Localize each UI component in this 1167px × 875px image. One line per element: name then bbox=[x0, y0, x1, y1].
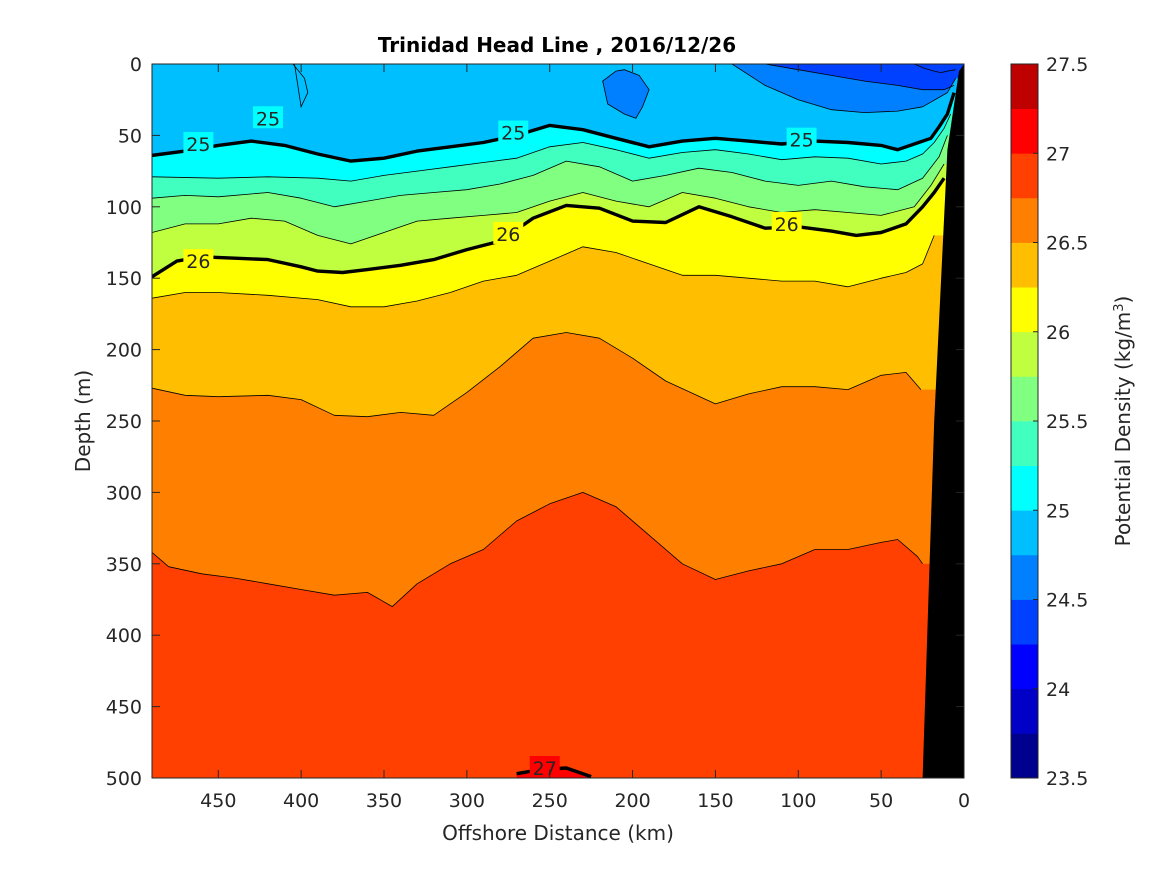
x-tick-label: 150 bbox=[697, 790, 733, 812]
colorbar-swatch bbox=[1011, 421, 1038, 467]
contour-label-bg bbox=[183, 249, 214, 272]
colorbar: 23.5 24 24.5 25 25.5 26 26.5 27 27.5 bbox=[1010, 54, 1088, 790]
y-tick-label: 400 bbox=[106, 625, 142, 647]
x-tick-label: 450 bbox=[200, 790, 236, 812]
contour-label-bg bbox=[183, 131, 214, 154]
colorbar-swatch bbox=[1011, 554, 1038, 600]
colorbar-tick-label: 26.5 bbox=[1046, 233, 1088, 255]
colorbar-swatch bbox=[1011, 376, 1038, 422]
colorbar-swatch bbox=[1011, 153, 1038, 199]
contour-label: 25 bbox=[256, 108, 280, 130]
colorbar-swatch bbox=[1011, 197, 1038, 243]
colorbar-label-exponent: 3 bbox=[1112, 303, 1127, 311]
x-axis-label: Offshore Distance (km) bbox=[442, 821, 674, 845]
contour-label-bg bbox=[771, 211, 802, 234]
x-tick-label: 50 bbox=[869, 790, 893, 812]
pocket-1 bbox=[292, 64, 309, 109]
contour-label: 27 bbox=[533, 758, 557, 780]
isopycnal-26.75 bbox=[152, 491, 923, 607]
colorbar-swatch bbox=[1011, 599, 1038, 645]
contour-labels: 25 25 25 25 26 26 26 27 bbox=[183, 106, 817, 780]
contour-label-bg bbox=[493, 221, 524, 244]
x-tick-label: 400 bbox=[283, 790, 319, 812]
y-tick-label: 250 bbox=[106, 411, 142, 433]
y-tick-label: 100 bbox=[106, 197, 142, 219]
colorbar-swatch bbox=[1011, 644, 1038, 690]
colorbar-tick-label: 24.5 bbox=[1046, 590, 1088, 612]
bottom-mask bbox=[920, 64, 964, 778]
contour-label: 26 bbox=[775, 214, 799, 236]
y-tick-label: 350 bbox=[106, 554, 142, 576]
x-axis: 450 400 350 300 250 200 150 100 50 0 bbox=[200, 64, 970, 812]
isopycnal-25 bbox=[152, 92, 956, 163]
colorbar-tick-label: 26 bbox=[1046, 322, 1070, 344]
band-26.75 bbox=[152, 492, 964, 778]
colorbar-swatch bbox=[1011, 733, 1038, 779]
colorbar-swatch bbox=[1011, 465, 1038, 511]
colorbar-swatch bbox=[1011, 688, 1038, 734]
colorbar-label-close: ) bbox=[1111, 296, 1135, 304]
x-tick-label: 100 bbox=[780, 790, 816, 812]
contour-label: 25 bbox=[501, 123, 525, 145]
contour-label-bg bbox=[786, 127, 817, 150]
isopycnal-25.5 bbox=[152, 135, 948, 208]
isopycnal-26.25 bbox=[152, 235, 935, 308]
isopycnal-24.25 bbox=[914, 64, 956, 73]
y-axis-label: Depth (m) bbox=[71, 370, 95, 472]
isopycnal-26.5 bbox=[152, 332, 922, 418]
contour-label: 25 bbox=[186, 134, 210, 156]
density-bands bbox=[152, 64, 964, 778]
colorbar-tick-label: 27 bbox=[1046, 143, 1070, 165]
colorbar-swatch bbox=[1011, 64, 1038, 110]
colorbar-tick-label: 25 bbox=[1046, 500, 1070, 522]
pocket-0 bbox=[602, 69, 650, 119]
x-tick-label: 300 bbox=[449, 790, 485, 812]
colorbar-tick-label: 24 bbox=[1046, 679, 1070, 701]
contour-label: 25 bbox=[790, 130, 814, 152]
colorbar-label: Potential Density (kg/m3) bbox=[1111, 296, 1135, 547]
isopycnal-25.75 bbox=[152, 163, 945, 245]
y-tick-label: 0 bbox=[130, 54, 142, 76]
y-tick-label: 450 bbox=[106, 697, 142, 719]
x-tick-label: 200 bbox=[614, 790, 650, 812]
colorbar-tick-label: 23.5 bbox=[1046, 768, 1088, 790]
plot-area bbox=[152, 64, 964, 778]
x-tick-label: 350 bbox=[366, 790, 402, 812]
y-tick-label: 300 bbox=[106, 482, 142, 504]
colorbar-swatch bbox=[1011, 331, 1038, 377]
y-tick-label: 200 bbox=[106, 340, 142, 362]
chart-title: Trinidad Head Line , 2016/12/26 bbox=[378, 33, 736, 57]
colorbar-tick-label: 27.5 bbox=[1046, 54, 1088, 76]
colorbar-swatch bbox=[1011, 242, 1038, 288]
isopycnal-25.25 bbox=[152, 113, 952, 182]
contour-label: 26 bbox=[186, 251, 210, 273]
y-tick-label: 500 bbox=[106, 768, 142, 790]
contour-label-bg bbox=[253, 106, 283, 129]
x-tick-label: 250 bbox=[532, 790, 568, 812]
isopycnal-24.75 bbox=[731, 64, 957, 113]
contour-label-bg bbox=[529, 756, 560, 779]
density-pockets bbox=[292, 64, 650, 119]
isopycnal-26 bbox=[152, 177, 946, 279]
colorbar-label-main: Potential Density (kg/m bbox=[1111, 312, 1135, 547]
colorbar-swatch bbox=[1011, 287, 1038, 333]
y-tick-label: 50 bbox=[118, 125, 142, 147]
colorbar-tick-label: 25.5 bbox=[1046, 411, 1088, 433]
x-tick-label: 0 bbox=[958, 790, 970, 812]
contour-label: 26 bbox=[496, 224, 520, 246]
contour-label-bg bbox=[498, 120, 529, 143]
y-axis: 0 50 100 150 200 250 300 350 400 450 500 bbox=[106, 54, 964, 790]
isopycnal-lines bbox=[152, 64, 957, 778]
y-tick-label: 150 bbox=[106, 268, 142, 290]
colorbar-swatch bbox=[1011, 510, 1038, 556]
isopycnal-24.5 bbox=[765, 64, 955, 91]
colorbar-swatch bbox=[1011, 108, 1038, 154]
